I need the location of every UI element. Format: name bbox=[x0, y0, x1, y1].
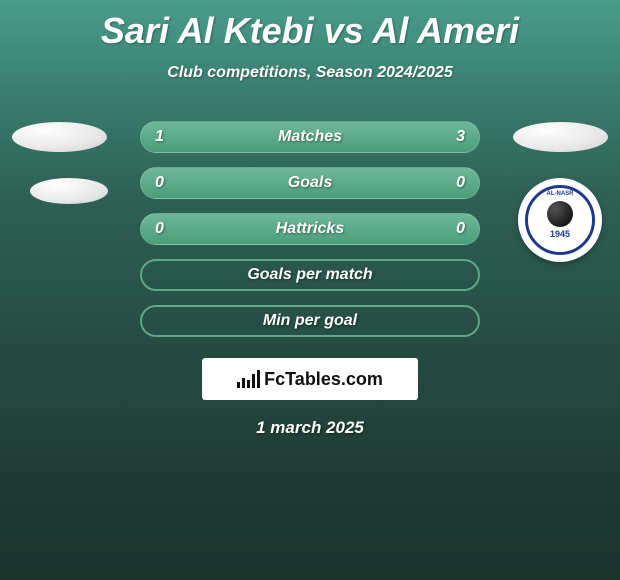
stat-row: 0 Goals 0 bbox=[0, 160, 620, 206]
date-label: 1 march 2025 bbox=[0, 418, 620, 438]
stat-pill: 0 Hattricks 0 bbox=[140, 213, 480, 245]
logo-bars-icon bbox=[237, 370, 260, 388]
stat-label: Hattricks bbox=[276, 220, 344, 238]
stats-container: 1 Matches 3 0 Goals 0 0 Hattricks 0 Goals per mat… bbox=[0, 114, 620, 344]
stat-value-left: 0 bbox=[155, 220, 164, 238]
stat-value-right: 0 bbox=[456, 220, 465, 238]
stat-pill: 1 Matches 3 bbox=[140, 121, 480, 153]
logo-bar bbox=[252, 374, 255, 388]
logo-bar bbox=[237, 382, 240, 388]
logo-bar bbox=[257, 370, 260, 388]
page-title: Sari Al Ktebi vs Al Ameri bbox=[0, 0, 620, 52]
stat-value-right: 3 bbox=[456, 128, 465, 146]
stat-row: Min per goal bbox=[0, 298, 620, 344]
stat-value-right: 0 bbox=[456, 174, 465, 192]
stat-row: Goals per match bbox=[0, 252, 620, 298]
stat-row: 1 Matches 3 bbox=[0, 114, 620, 160]
stat-pill: 0 Goals 0 bbox=[140, 167, 480, 199]
fctables-logo: FcTables.com bbox=[202, 358, 418, 400]
stat-pill: Goals per match bbox=[140, 259, 480, 291]
logo-text: FcTables.com bbox=[264, 369, 383, 390]
logo-bar bbox=[247, 380, 250, 388]
stat-label: Min per goal bbox=[263, 312, 357, 330]
stat-value-left: 1 bbox=[155, 128, 164, 146]
stat-label: Matches bbox=[278, 128, 342, 146]
stat-value-left: 0 bbox=[155, 174, 164, 192]
page-subtitle: Club competitions, Season 2024/2025 bbox=[0, 64, 620, 82]
stat-row: 0 Hattricks 0 bbox=[0, 206, 620, 252]
stat-label: Goals per match bbox=[247, 266, 372, 284]
logo-bar bbox=[242, 378, 245, 388]
stat-label: Goals bbox=[288, 174, 332, 192]
stat-pill: Min per goal bbox=[140, 305, 480, 337]
